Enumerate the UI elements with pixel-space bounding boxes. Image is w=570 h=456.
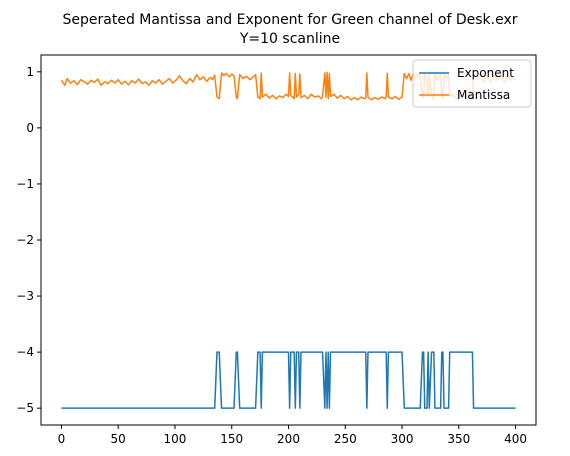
series-line-exponent (61, 351, 516, 409)
x-axis: 0 50 100 150 200 250 300 350 400 (58, 425, 527, 446)
y-tick-label: 1 (26, 65, 34, 79)
y-tick-label: −1 (16, 177, 34, 191)
x-tick-label: 50 (111, 432, 126, 446)
x-tick-label: 0 (58, 432, 66, 446)
chart-title: Seperated Mantissa and Exponent for Gree… (63, 12, 518, 28)
y-axis: −5 −4 −3 −2 −1 0 1 (16, 65, 41, 415)
y-tick-label: −5 (16, 401, 34, 415)
x-tick-label: 100 (164, 432, 187, 446)
y-tick-label: −2 (16, 233, 34, 247)
y-tick-label: −3 (16, 289, 34, 303)
x-tick-label: 200 (277, 432, 300, 446)
legend: Exponent Mantissa (412, 59, 532, 108)
x-tick-label: 300 (391, 432, 414, 446)
legend-label-mantissa: Mantissa (457, 88, 510, 102)
y-tick-label: 0 (26, 121, 34, 135)
x-tick-label: 350 (447, 432, 470, 446)
x-tick-label: 250 (334, 432, 357, 446)
x-tick-label: 150 (220, 432, 243, 446)
x-tick-label: 400 (504, 432, 527, 446)
legend-label-exponent: Exponent (457, 66, 514, 80)
chart-subtitle: Y=10 scanline (239, 31, 340, 47)
y-tick-label: −4 (16, 345, 34, 359)
